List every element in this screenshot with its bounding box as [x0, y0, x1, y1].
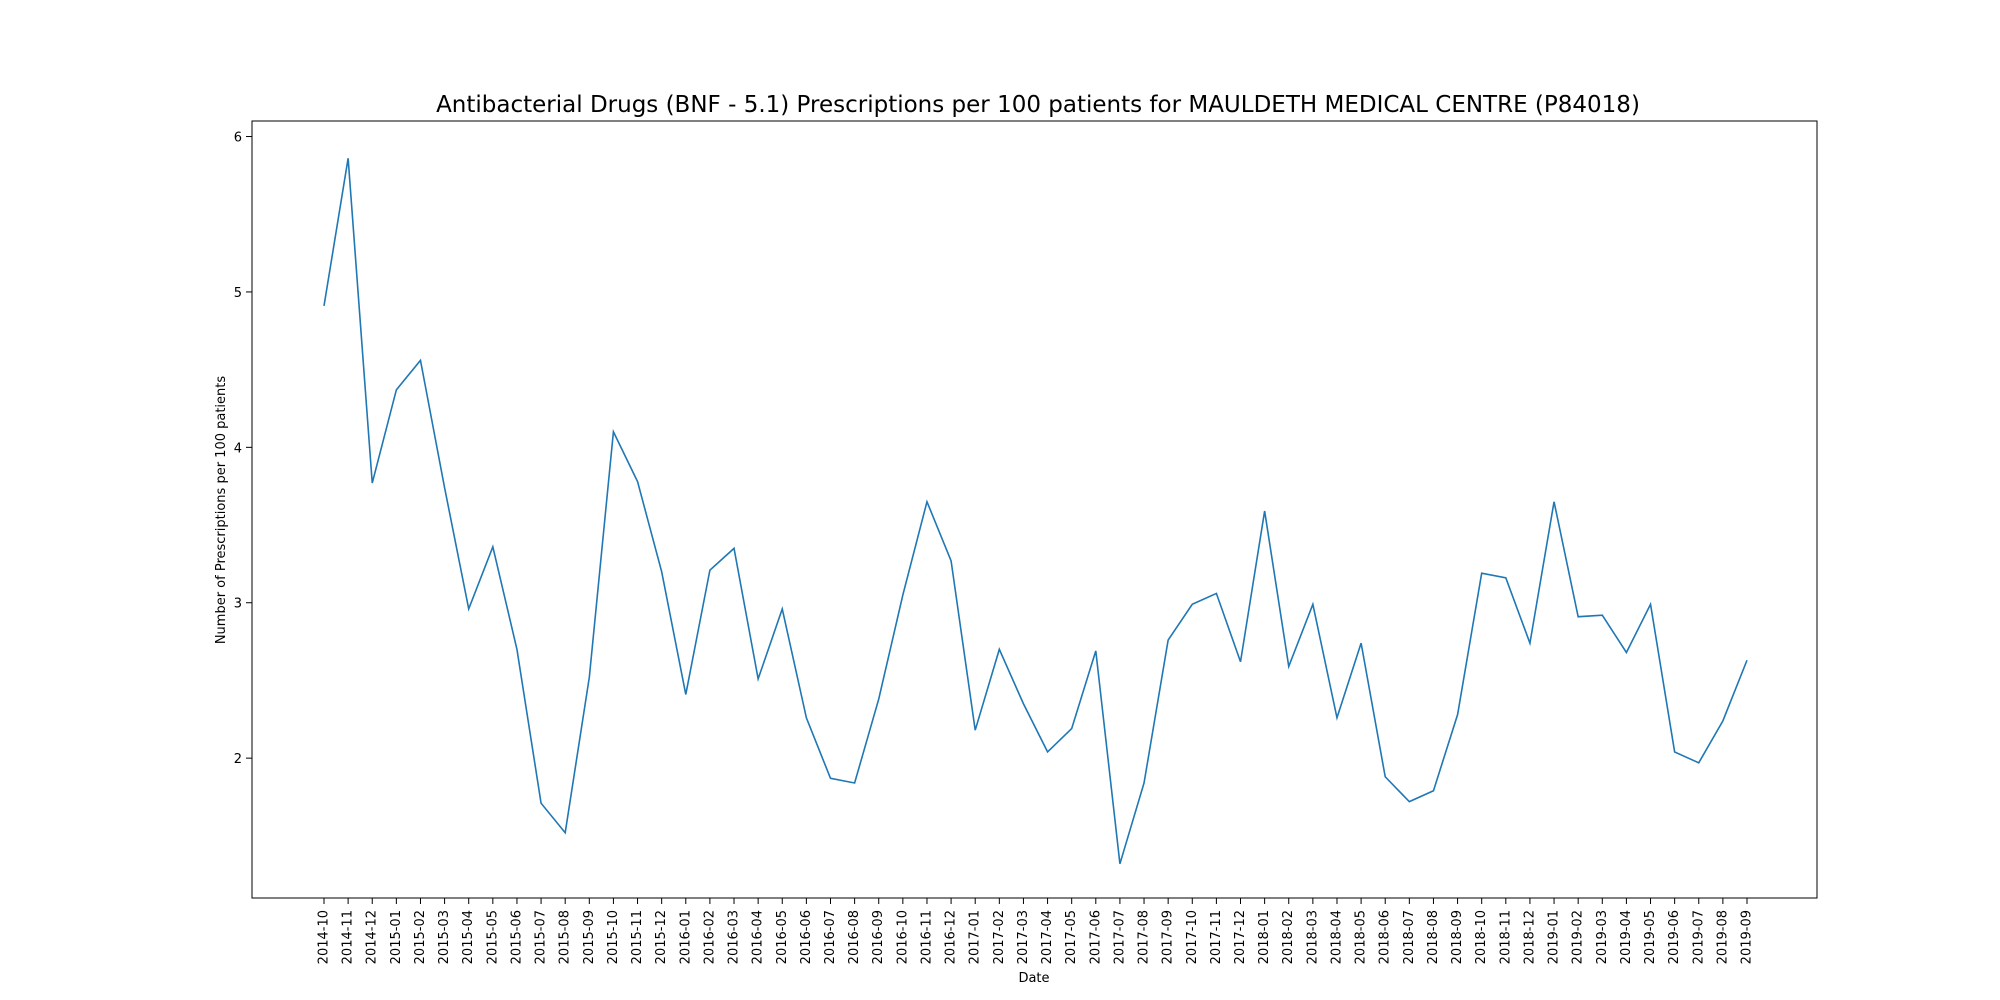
x-tick-label: 2016-05	[775, 910, 790, 964]
x-tick-label: 2017-12	[1233, 910, 1248, 964]
x-tick-label: 2019-01	[1547, 910, 1562, 964]
x-tick-label: 2016-07	[823, 910, 838, 964]
x-tick-label: 2017-02	[992, 910, 1007, 964]
x-tick-label: 2017-04	[1040, 910, 1055, 964]
x-tick-label: 2015-02	[413, 910, 428, 964]
x-tick-label: 2015-05	[485, 910, 500, 964]
x-tick-label: 2018-03	[1305, 910, 1320, 964]
x-tick-label: 2015-07	[534, 910, 549, 964]
x-tick-label: 2016-10	[895, 910, 910, 964]
x-tick-label: 2016-11	[919, 910, 934, 964]
y-axis: 2 3 4 5 6	[234, 131, 252, 767]
x-tick-label: 2017-01	[968, 910, 983, 964]
y-tick-label: 3	[234, 597, 242, 612]
x-tick-label: 2019-04	[1619, 910, 1634, 964]
x-tick-label: 2017-05	[1064, 910, 1079, 964]
series-line	[323, 158, 1748, 865]
x-tick-label: 2014-11	[341, 910, 356, 964]
y-tick-label: 5	[234, 286, 242, 301]
x-tick-label: 2015-09	[582, 910, 597, 964]
x-tick-label: 2019-08	[1715, 910, 1730, 964]
x-tick-label: 2015-06	[509, 910, 524, 964]
x-tick-label: 2017-06	[1088, 910, 1103, 964]
x-tick-label: 2018-04	[1329, 910, 1344, 964]
x-tick-label: 2015-01	[389, 910, 404, 964]
x-tick-label: 2015-10	[606, 910, 621, 964]
x-tick-label: 2018-07	[1402, 910, 1417, 964]
x-tick-label: 2018-09	[1450, 910, 1465, 964]
plot-area-frame	[251, 120, 1818, 899]
x-tick-label: 2018-11	[1498, 910, 1513, 964]
x-axis-label: Date	[1018, 971, 1049, 986]
x-tick-label: 2018-10	[1474, 910, 1489, 964]
x-tick-label: 2019-02	[1571, 910, 1586, 964]
x-tick-label: 2016-04	[751, 910, 766, 964]
x-tick-label: 2018-12	[1522, 910, 1537, 964]
x-tick-label: 2015-04	[461, 910, 476, 964]
x-tick-label: 2019-05	[1643, 910, 1658, 964]
x-tick-label: 2016-12	[944, 910, 959, 964]
x-tick-label: 2016-06	[799, 910, 814, 964]
x-tick-label: 2019-09	[1740, 910, 1755, 964]
x-tick-label: 2015-12	[654, 910, 669, 964]
x-tick-label: 2017-09	[1161, 910, 1176, 964]
x-tick-label: 2018-01	[1257, 910, 1272, 964]
x-tick-label: 2019-07	[1691, 910, 1706, 964]
x-tick-label: 2018-05	[1354, 910, 1369, 964]
y-tick-label: 4	[234, 441, 242, 456]
y-axis-label: Number of Prescriptions per 100 patients	[214, 376, 229, 645]
x-tick-label: 2018-02	[1281, 910, 1296, 964]
x-tick-label: 2016-08	[847, 910, 862, 964]
x-tick-label: 2017-03	[1016, 910, 1031, 964]
chart-title: Antibacterial Drugs (BNF - 5.1) Prescrip…	[436, 92, 1640, 118]
x-tick-label: 2016-02	[702, 910, 717, 964]
x-tick-label: 2016-09	[871, 910, 886, 964]
x-tick-label: 2014-10	[317, 910, 332, 964]
x-tick-label: 2014-12	[365, 910, 380, 964]
x-tick-label: 2017-10	[1185, 910, 1200, 964]
x-tick-label: 2018-06	[1378, 910, 1393, 964]
x-tick-label: 2015-08	[558, 910, 573, 964]
x-tick-label: 2018-08	[1426, 910, 1441, 964]
x-tick-label: 2015-11	[630, 910, 645, 964]
x-tick-label: 2017-07	[1112, 910, 1127, 964]
x-tick-label: 2016-03	[727, 910, 742, 964]
x-tick-label: 2017-08	[1137, 910, 1152, 964]
y-tick-label: 2	[234, 752, 242, 767]
x-tick-label: 2019-03	[1595, 910, 1610, 964]
y-tick-label: 6	[234, 131, 242, 146]
series-layer	[323, 158, 1748, 865]
x-tick-label: 2017-11	[1209, 910, 1224, 964]
x-tick-label: 2016-01	[678, 910, 693, 964]
x-tick-label: 2019-06	[1667, 910, 1682, 964]
x-axis: 2014-10 2014-11 2014-12 2015-01 2015-02 2015-…	[317, 898, 1755, 964]
x-tick-label: 2015-03	[437, 910, 452, 964]
